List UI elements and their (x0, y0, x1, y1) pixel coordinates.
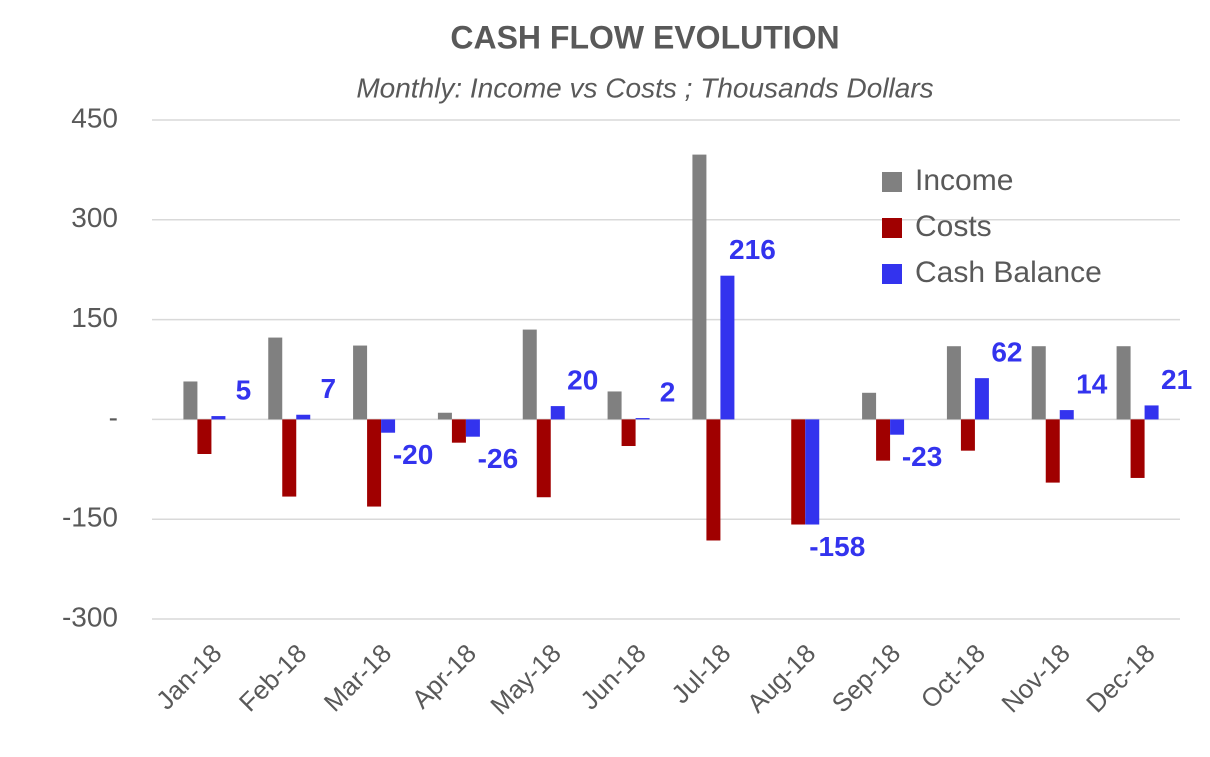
data-label: -26 (478, 443, 518, 474)
bar (451, 419, 466, 443)
y-tick-label: 300 (71, 202, 118, 233)
data-label: -23 (902, 441, 942, 472)
x-tick-label: Sep-18 (826, 638, 906, 718)
bar (437, 412, 452, 420)
bar (197, 419, 212, 454)
bar (296, 414, 311, 420)
chart-subtitle: Monthly: Income vs Costs ; Thousands Dol… (356, 72, 933, 103)
bar (1116, 346, 1131, 420)
bar (381, 419, 396, 433)
x-tick-label: Aug-18 (741, 638, 821, 718)
y-tick-label: 150 (71, 302, 118, 333)
data-label: 21 (1161, 364, 1192, 395)
data-label: 2 (660, 376, 676, 407)
legend-label: Cash Balance (915, 256, 1102, 289)
bar (960, 419, 975, 451)
y-tick-label: -300 (62, 601, 118, 632)
bar (353, 345, 368, 420)
legend-swatch (882, 218, 902, 238)
bar (974, 378, 989, 420)
bar (862, 392, 877, 420)
bar (550, 406, 565, 420)
bar (607, 391, 622, 420)
bar (536, 419, 551, 498)
legend-label: Costs (915, 210, 992, 243)
bar (946, 346, 961, 420)
data-label: 62 (991, 337, 1022, 368)
bar (890, 419, 905, 435)
x-tick-label: Oct-18 (915, 638, 991, 714)
bar (282, 419, 297, 497)
data-label: 20 (567, 364, 598, 395)
bar (1045, 419, 1060, 483)
data-label: 216 (729, 234, 776, 265)
bar (522, 329, 537, 420)
bar (805, 419, 820, 525)
x-tick-label: Jun-18 (574, 638, 651, 715)
bar (465, 419, 480, 437)
x-tick-label: Apr-18 (406, 638, 482, 714)
x-tick-label: Nov-18 (995, 638, 1075, 718)
x-tick-label: Dec-18 (1080, 638, 1160, 718)
data-label: 7 (320, 373, 336, 404)
bar (706, 419, 721, 541)
data-label: 14 (1076, 368, 1108, 399)
bar (1031, 346, 1046, 420)
bar (1130, 419, 1145, 478)
bar (720, 275, 735, 420)
x-tick-label: Jan-18 (150, 638, 227, 715)
data-label: 5 (236, 374, 252, 405)
bar (211, 416, 226, 420)
data-label: -158 (809, 531, 865, 562)
legend-swatch (882, 172, 902, 192)
bar (1144, 405, 1159, 420)
bar (635, 418, 650, 420)
bar (791, 419, 806, 525)
bar (876, 419, 891, 461)
legend-swatch (882, 264, 902, 284)
bar (621, 419, 636, 447)
data-label: -20 (393, 439, 433, 470)
bar (183, 381, 198, 420)
bar (367, 419, 382, 507)
chart-title: CASH FLOW EVOLUTION (450, 19, 839, 55)
y-tick-label: 450 (71, 102, 118, 133)
x-tick-label: May-18 (484, 638, 567, 721)
y-tick-label: -150 (62, 502, 118, 533)
bar (268, 337, 283, 420)
bar (1059, 410, 1074, 420)
x-tick-label: Feb-18 (233, 638, 312, 717)
bar (692, 154, 707, 420)
x-tick-label: Mar-18 (318, 638, 397, 717)
y-tick-label: - (109, 402, 118, 433)
legend-label: Income (915, 164, 1013, 197)
x-tick-label: Jul-18 (665, 638, 736, 709)
